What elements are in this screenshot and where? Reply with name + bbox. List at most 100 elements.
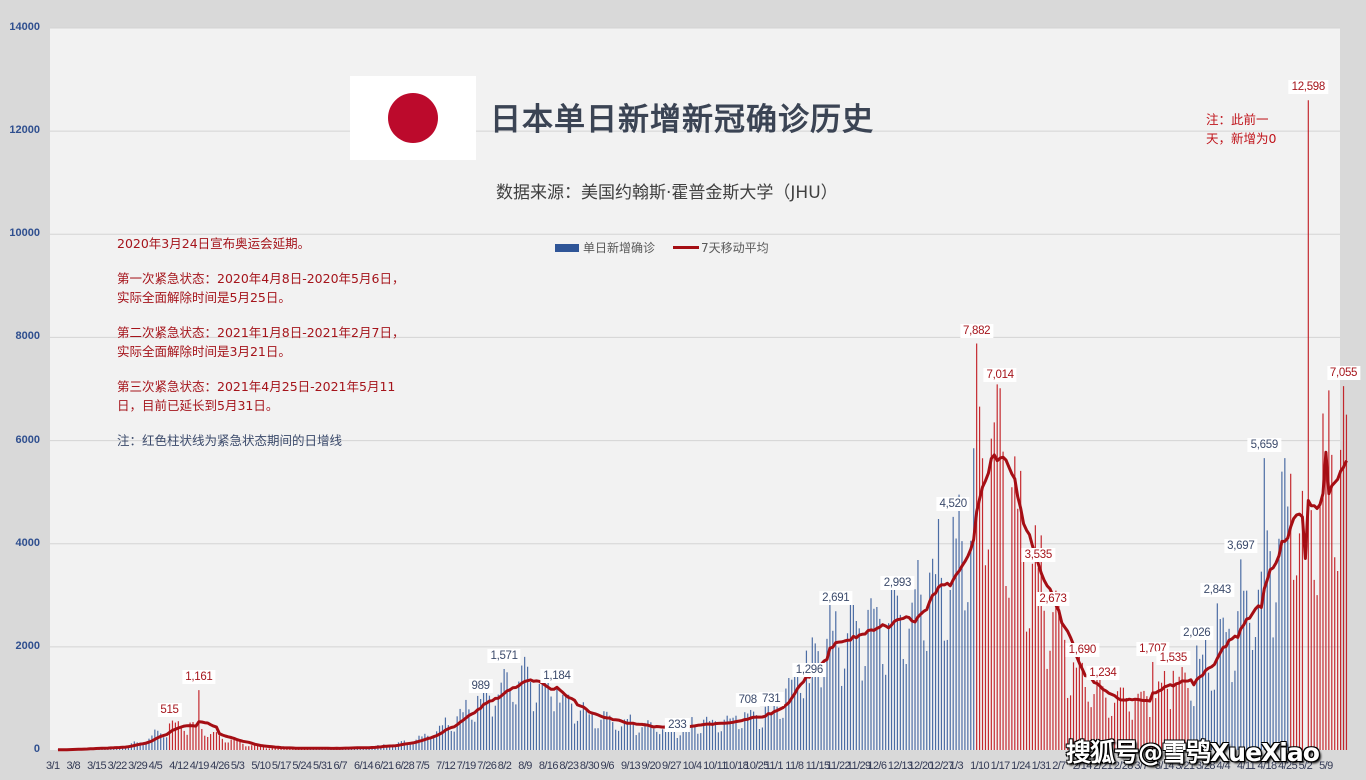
x-tick-label: 10/4 [682, 760, 703, 772]
note-red-bars: 注：红色柱状线为紧急状态期间的日增线 [117, 433, 343, 448]
x-tick-label: 9/20 [641, 760, 662, 772]
x-tick-label: 1/10 [970, 760, 990, 772]
side-note-line1: 注：此前一 [1206, 112, 1269, 127]
x-tick-label: 3/28 [1195, 760, 1216, 772]
side-note-line2: 天，新增为0 [1206, 131, 1277, 146]
x-tick-label: 12/6 [867, 760, 887, 772]
x-tick-label: 6/7 [333, 760, 347, 772]
data-label: 5,659 [1247, 438, 1281, 453]
chart-subtitle: 数据来源：美国约翰斯·霍普金斯大学（JHU） [496, 183, 838, 203]
x-tick-label: 8/16 [538, 760, 559, 772]
x-tick-label: 6/21 [374, 760, 395, 772]
x-tick-label: 3/22 [107, 760, 128, 772]
legend: 单日新增确诊 7天移动平均 [555, 239, 769, 256]
x-tick-label: 4/18 [1257, 760, 1278, 772]
x-tick-label: 8/23 [559, 760, 579, 772]
side-note: 注：此前一 天，新增为0 [1206, 110, 1276, 148]
x-tick-label: 11/22 [826, 760, 851, 772]
x-tick-label: 7/12 [436, 760, 456, 772]
data-label: 1,234 [1086, 666, 1120, 681]
x-tick-label: 4/26 [210, 760, 230, 772]
note-third-emergency: 第三次紧急状态：2021年4月25日-2021年5月11日，目前已延长到5月31… [117, 379, 396, 413]
x-tick-label: 12/20 [908, 760, 933, 772]
data-label: 515 [157, 703, 182, 718]
data-label: 1,571 [487, 648, 521, 663]
data-label: 233 [665, 717, 690, 732]
data-label: 1,184 [540, 668, 574, 683]
y-tick-label: 14000 [9, 21, 40, 33]
legend-line-swatch [673, 246, 700, 249]
y-tick-label: 10000 [9, 227, 40, 240]
y-tick-label: 8000 [15, 330, 40, 343]
data-label: 4,520 [936, 496, 970, 511]
data-label: 2,026 [1180, 625, 1214, 640]
data-label: 2,993 [880, 575, 915, 590]
data-label: 2,843 [1200, 583, 1234, 598]
x-tick-label: 12/27 [928, 760, 954, 772]
x-tick-label: 5/10 [251, 760, 271, 772]
x-tick-label: 5/2 [1298, 760, 1313, 772]
x-tick-label: 12/13 [887, 760, 913, 772]
watermark: 搜狐号@雪鸮XueXiao [1066, 738, 1320, 767]
x-tick-label: 11/15 [805, 760, 830, 772]
x-tick-label: 9/6 [600, 760, 614, 772]
x-tick-label: 6/14 [354, 760, 374, 772]
japan-flag-icon [350, 76, 476, 160]
x-tick-label: 4/11 [1237, 760, 1256, 772]
legend-bar-swatch [555, 243, 579, 252]
x-tick-label: 9/27 [662, 760, 682, 772]
notes-panel: 2020年3月24日宣布奥运会延期。 第一次紧急状态：2020年4月8日-202… [117, 234, 407, 466]
x-tick-label: 11/1 [764, 760, 784, 772]
x-tick-label: 5/3 [230, 760, 245, 772]
x-tick-label: 7/26 [477, 760, 497, 772]
data-label: 731 [759, 692, 784, 707]
x-tick-label: 10/25 [744, 760, 769, 772]
x-tick-label: 3/29 [128, 760, 148, 772]
x-tick-label: 5/9 [1319, 760, 1333, 772]
x-tick-label: 8/9 [518, 760, 532, 772]
y-tick-label: 6000 [15, 433, 40, 446]
note-olympics: 2020年3月24日宣布奥运会延期。 [117, 236, 311, 251]
y-tick-label: 4000 [15, 536, 40, 549]
x-tick-label: 1/31 [1031, 760, 1052, 772]
note-second-emergency: 第二次紧急状态：2021年1月8日-2021年2月7日，实际全面解除时间是3月2… [117, 325, 405, 359]
y-tick-label: 0 [33, 743, 40, 755]
chart-title: 日本单日新增新冠确诊历史 [490, 102, 874, 138]
x-tick-label: 3/21 [1175, 760, 1195, 772]
x-tick-label: 11/8 [785, 760, 804, 772]
x-tick-label: 6/28 [395, 760, 415, 772]
x-tick-label: 7/5 [415, 760, 430, 772]
x-tick-label: 10/18 [723, 760, 749, 772]
flag-disc [388, 93, 438, 143]
data-label: 708 [735, 693, 760, 708]
y-tick-label: 12000 [9, 124, 40, 137]
x-tick-label: 3/8 [66, 760, 81, 772]
data-label: 1,296 [792, 663, 826, 678]
x-tick-label: 7/19 [456, 760, 477, 772]
data-label: 3,535 [1021, 547, 1055, 562]
x-tick-label: 4/5 [148, 760, 163, 772]
x-tick-label: 11/29 [846, 760, 871, 772]
data-label: 989 [468, 678, 493, 693]
x-tick-label: 3/7 [1134, 760, 1148, 772]
data-label: 7,882 [960, 323, 994, 338]
x-tick-label: 4/19 [189, 760, 210, 772]
x-tick-label: 1/24 [1011, 760, 1031, 772]
x-tick-label: 5/24 [292, 760, 312, 772]
x-tick-label: 3/14 [1154, 760, 1175, 772]
data-label: 1,535 [1156, 650, 1190, 665]
moving-average-line [58, 450, 1348, 752]
note-first-emergency: 第一次紧急状态：2020年4月8日-2020年5月6日，实际全面解除时间是5月2… [117, 271, 405, 305]
x-tick-label: 8/30 [579, 760, 600, 772]
y-tick-label: 2000 [15, 639, 40, 652]
legend-bar-label: 单日新增确诊 [583, 241, 656, 255]
data-label: 7,055 [1326, 366, 1361, 381]
x-tick-label: 10/11 [703, 760, 727, 772]
x-tick-label: 3/15 [87, 760, 107, 772]
x-tick-label: 1/17 [990, 760, 1011, 772]
x-tick-label: 2/28 [1113, 760, 1134, 772]
x-tick-label: 5/17 [271, 760, 292, 772]
x-tick-label: 2/21 [1093, 760, 1113, 772]
x-tick-label: 5/31 [312, 760, 333, 772]
